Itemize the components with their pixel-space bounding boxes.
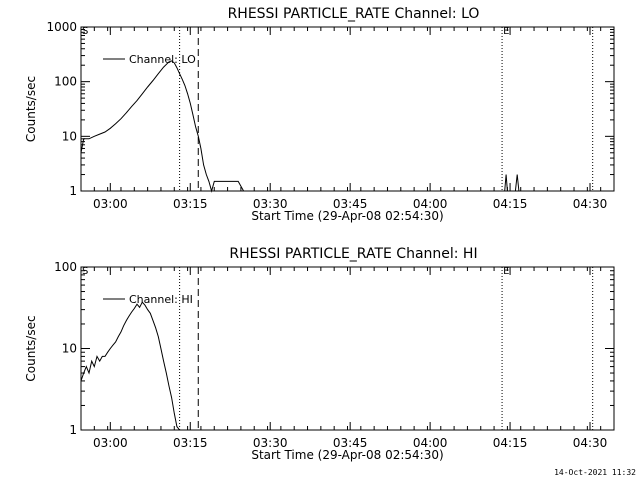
x-tick-label: 03:00 [93, 436, 128, 450]
x-tick-label: 03:45 [333, 197, 368, 211]
plot-frame [80, 26, 615, 192]
marker-label-s: S [82, 26, 88, 37]
y-tick-label: 10 [62, 129, 77, 143]
x-tick-label: 03:00 [93, 197, 128, 211]
series-line [80, 60, 520, 193]
x-axis-label: Start Time (29-Apr-08 02:54:30) [251, 448, 443, 462]
marker-label-e: E [503, 266, 509, 277]
legend-label: Channel: HI [129, 293, 193, 306]
series-line [80, 301, 180, 431]
y-axis-label: Counts/sec [24, 315, 38, 381]
x-tick-label: 04:00 [413, 197, 448, 211]
legend-label: Channel: LO [129, 53, 196, 66]
y-tick-label: 100 [54, 260, 77, 274]
y-tick-label: 1 [69, 184, 77, 198]
x-tick-label: 03:15 [173, 436, 208, 450]
chart-2: RHESSI PARTICLE_RATE Channel: HI Start Ti… [24, 246, 615, 462]
x-axis-label: Start Time (29-Apr-08 02:54:30) [251, 209, 443, 223]
chart-title: RHESSI PARTICLE_RATE Channel: LO [228, 6, 480, 22]
y-tick-label: 1 [69, 423, 77, 437]
marker-label-s: S [82, 266, 88, 277]
x-tick-label: 04:00 [413, 436, 448, 450]
x-tick-label: 03:45 [333, 436, 368, 450]
x-tick-label: 03:15 [173, 197, 208, 211]
chart-1: RHESSI PARTICLE_RATE Channel: LO Start Ti… [24, 6, 615, 223]
x-tick-label: 03:30 [253, 436, 288, 450]
footer-timestamp: 14-Oct-2021 11:32 [554, 468, 636, 477]
x-tick-label: 04:30 [573, 197, 608, 211]
y-axis-label: Counts/sec [24, 76, 38, 142]
chart-title: RHESSI PARTICLE_RATE Channel: HI [229, 246, 477, 262]
x-tick-label: 03:30 [253, 197, 288, 211]
y-tick-label: 100 [54, 75, 77, 89]
x-tick-label: 04:15 [493, 197, 528, 211]
y-tick-label: 1000 [46, 20, 77, 34]
x-tick-label: 04:30 [573, 436, 608, 450]
y-tick-label: 10 [62, 342, 77, 356]
x-tick-label: 04:15 [493, 436, 528, 450]
marker-label-e: E [503, 26, 509, 37]
